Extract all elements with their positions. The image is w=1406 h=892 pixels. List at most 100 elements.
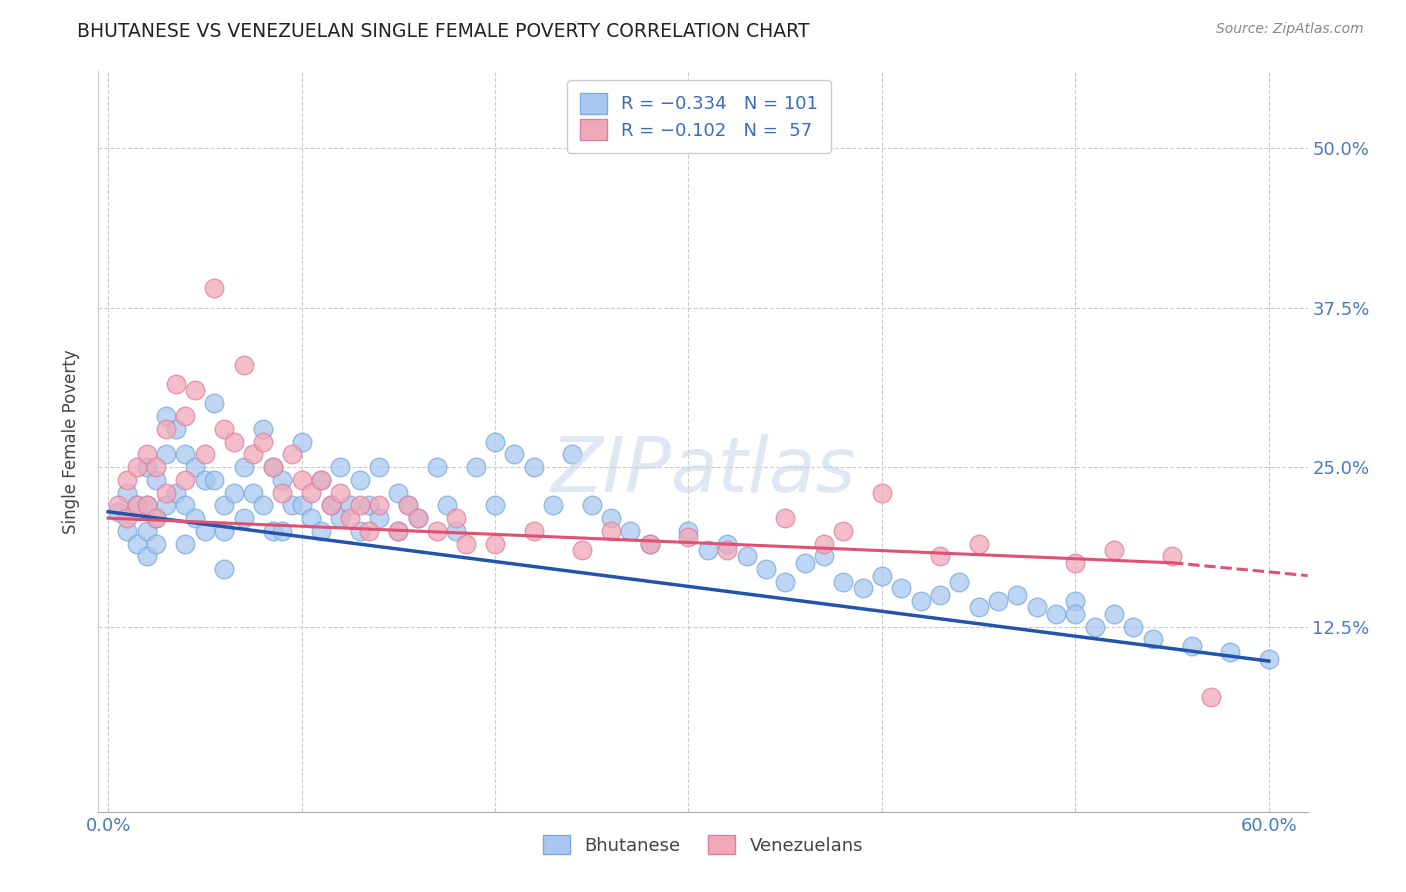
Point	[1180, 639, 1202, 653]
Point	[242, 447, 264, 461]
Point	[117, 511, 139, 525]
Point	[387, 485, 409, 500]
Point	[638, 536, 661, 550]
Point	[299, 511, 322, 525]
Point	[406, 511, 429, 525]
Point	[165, 485, 187, 500]
Point	[678, 524, 700, 538]
Point	[716, 543, 738, 558]
Point	[204, 396, 226, 410]
Point	[309, 473, 332, 487]
Point	[319, 499, 342, 513]
Point	[290, 499, 312, 513]
Point	[117, 485, 139, 500]
Point	[396, 499, 419, 513]
Point	[349, 473, 371, 487]
Point	[232, 511, 254, 525]
Point	[1219, 645, 1241, 659]
Point	[339, 499, 361, 513]
Point	[165, 422, 187, 436]
Point	[1142, 632, 1164, 647]
Point	[773, 511, 796, 525]
Point	[619, 524, 641, 538]
Point	[446, 524, 468, 538]
Point	[107, 505, 129, 519]
Point	[1199, 690, 1222, 704]
Point	[484, 499, 506, 513]
Point	[484, 536, 506, 550]
Point	[204, 281, 226, 295]
Text: ZIPatlas: ZIPatlas	[550, 434, 856, 508]
Point	[204, 473, 226, 487]
Point	[299, 485, 322, 500]
Point	[252, 434, 274, 449]
Point	[184, 511, 207, 525]
Point	[155, 422, 177, 436]
Y-axis label: Single Female Poverty: Single Female Poverty	[62, 350, 80, 533]
Point	[184, 460, 207, 475]
Point	[127, 536, 149, 550]
Point	[852, 582, 875, 596]
Point	[387, 524, 409, 538]
Point	[319, 499, 342, 513]
Point	[262, 460, 284, 475]
Point	[145, 511, 167, 525]
Point	[174, 499, 197, 513]
Point	[349, 499, 371, 513]
Point	[309, 524, 332, 538]
Point	[426, 524, 449, 538]
Point	[155, 499, 177, 513]
Point	[127, 460, 149, 475]
Point	[329, 485, 352, 500]
Point	[145, 460, 167, 475]
Point	[145, 536, 167, 550]
Point	[987, 594, 1010, 608]
Point	[387, 524, 409, 538]
Point	[1122, 620, 1144, 634]
Point	[454, 536, 477, 550]
Point	[145, 511, 167, 525]
Point	[155, 447, 177, 461]
Point	[194, 447, 217, 461]
Point	[446, 511, 468, 525]
Point	[678, 530, 700, 544]
Point	[262, 524, 284, 538]
Point	[212, 562, 235, 576]
Point	[436, 499, 458, 513]
Point	[696, 543, 718, 558]
Point	[232, 358, 254, 372]
Point	[174, 447, 197, 461]
Point	[541, 499, 564, 513]
Point	[870, 568, 893, 582]
Point	[135, 499, 157, 513]
Point	[135, 549, 157, 564]
Point	[793, 556, 815, 570]
Point	[212, 499, 235, 513]
Point	[967, 536, 990, 550]
Point	[145, 473, 167, 487]
Point	[1084, 620, 1107, 634]
Point	[281, 499, 304, 513]
Point	[813, 536, 835, 550]
Point	[135, 499, 157, 513]
Point	[813, 549, 835, 564]
Point	[232, 460, 254, 475]
Point	[406, 511, 429, 525]
Point	[271, 473, 294, 487]
Point	[329, 460, 352, 475]
Point	[1257, 651, 1279, 665]
Point	[222, 485, 245, 500]
Point	[929, 588, 952, 602]
Point	[426, 460, 449, 475]
Point	[117, 524, 139, 538]
Point	[339, 511, 361, 525]
Point	[194, 524, 217, 538]
Point	[755, 562, 778, 576]
Point	[117, 473, 139, 487]
Point	[910, 594, 932, 608]
Point	[1064, 594, 1087, 608]
Point	[523, 524, 546, 538]
Point	[135, 460, 157, 475]
Point	[1025, 600, 1047, 615]
Point	[184, 384, 207, 398]
